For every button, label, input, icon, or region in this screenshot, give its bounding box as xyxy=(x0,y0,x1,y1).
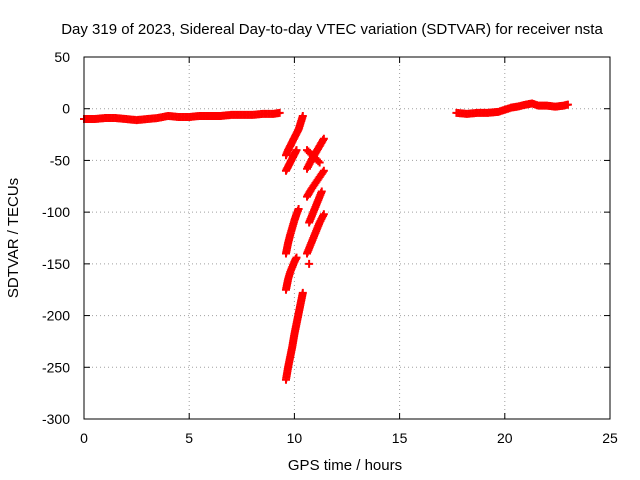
data-point xyxy=(315,158,324,167)
data-point xyxy=(317,187,326,196)
data-point xyxy=(292,146,301,155)
data-point xyxy=(298,111,307,120)
x-tick-label: 10 xyxy=(287,430,303,446)
y-tick-label: -200 xyxy=(42,308,70,324)
x-tick-label: 15 xyxy=(392,430,408,446)
axis-ticks xyxy=(83,56,611,420)
chart-title: Day 319 of 2023, Sidereal Day-to-day VTE… xyxy=(61,21,603,38)
y-tick-label: -100 xyxy=(42,204,70,220)
y-axis-title: SDTVAR / TECUs xyxy=(5,178,22,298)
plot-frame xyxy=(83,56,611,420)
y-tick-label: 0 xyxy=(62,101,70,117)
x-tick-label: 5 xyxy=(185,430,193,446)
x-tick-label: 25 xyxy=(602,430,618,446)
data-point xyxy=(318,168,327,177)
data-point xyxy=(305,259,314,268)
data-point xyxy=(294,205,303,214)
x-tick-label: 0 xyxy=(80,430,88,446)
data-point xyxy=(319,166,328,175)
data-point xyxy=(563,100,572,109)
data-point xyxy=(319,134,328,143)
data-point xyxy=(275,108,284,117)
data-point xyxy=(314,157,323,166)
y-tick-label: -300 xyxy=(42,411,70,427)
y-tick-label: 50 xyxy=(54,49,70,65)
data-points xyxy=(80,99,572,384)
data-point xyxy=(319,210,328,219)
x-axis-title: GPS time / hours xyxy=(288,457,402,474)
y-tick-label: -50 xyxy=(50,152,70,168)
y-tick-label: -250 xyxy=(42,359,70,375)
data-point xyxy=(292,253,301,262)
data-point xyxy=(298,288,307,297)
y-tick-label: -150 xyxy=(42,256,70,272)
x-tick-label: 20 xyxy=(497,430,513,446)
tick-labels: 0 5 10 15 20 25 50 0 -50 -100 -150 -200 -250 -300 xyxy=(42,49,618,446)
